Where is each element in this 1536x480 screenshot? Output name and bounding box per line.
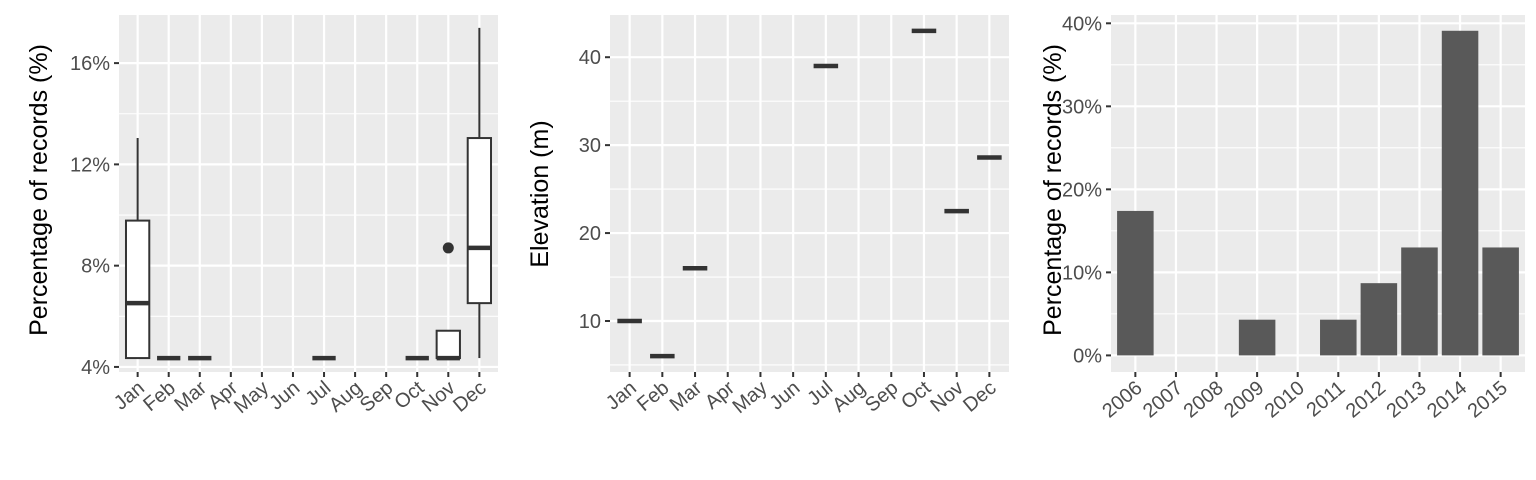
- box-iqr: [124, 219, 151, 360]
- box-jan: [124, 138, 151, 360]
- y-tick-label: 30: [579, 135, 601, 157]
- box-iqr: [435, 329, 461, 360]
- box-dec: [466, 27, 493, 359]
- x-tick-label-jun: Jun: [766, 377, 805, 415]
- outlier-point: [442, 242, 454, 254]
- bar-2015: [1482, 247, 1519, 356]
- box-iqr: [466, 137, 493, 305]
- bar-2012: [1360, 283, 1398, 356]
- x-tick-label-jun: Jun: [265, 377, 304, 415]
- x-tick-label-2014: 2014: [1423, 377, 1471, 422]
- plot-panel-background: [119, 15, 498, 372]
- x-tick-label-2006: 2006: [1098, 377, 1146, 422]
- x-tick-label-2008: 2008: [1180, 377, 1228, 422]
- y-axis-title-elevation: Elevation (m): [526, 120, 554, 267]
- yearly-percentage-bar-chart: 0%10%20%30%40%20062007200820092010201120…: [1039, 13, 1525, 422]
- grid-layer: [119, 15, 498, 372]
- x-tick-label-2013: 2013: [1382, 377, 1430, 422]
- y-tick-label: 10%: [1062, 262, 1102, 284]
- y-tick-label: 12%: [70, 154, 110, 176]
- x-tick-label-oct: Oct: [897, 377, 935, 414]
- bar-2013: [1401, 247, 1438, 356]
- bar-2006: [1117, 210, 1154, 356]
- y-tick-label: 20%: [1062, 179, 1102, 201]
- x-tick-label-2012: 2012: [1342, 377, 1390, 422]
- x-tick-label-2007: 2007: [1139, 377, 1187, 422]
- y-axis-title-percentage-monthly: Percentage of records (%): [25, 44, 53, 336]
- y-tick-label: 8%: [81, 256, 110, 278]
- x-tick-label-2015: 2015: [1464, 377, 1512, 422]
- box-nov: [435, 242, 461, 361]
- x-tick-label-2009: 2009: [1220, 377, 1268, 422]
- y-axis-title-percentage-yearly: Percentage of records (%): [1039, 44, 1067, 336]
- x-tick-label-dec: Dec: [449, 377, 490, 417]
- bar-2014: [1441, 30, 1479, 356]
- bar-2011: [1320, 319, 1357, 356]
- x-tick-label-dec: Dec: [959, 377, 1000, 417]
- x-tick-label-2010: 2010: [1261, 377, 1309, 422]
- grid-layer: [610, 15, 1009, 372]
- y-tick-label: 40: [579, 47, 601, 69]
- bar-2009: [1238, 319, 1276, 356]
- monthly-elevation-boxplot: 10203040JanFebMarAprMayJunJulAugSepOctNo…: [526, 15, 1009, 418]
- y-tick-label: 20: [579, 223, 601, 245]
- y-tick-label: 30%: [1062, 96, 1102, 118]
- x-tick-label-2011: 2011: [1302, 377, 1349, 422]
- y-tick-label: 0%: [1073, 345, 1102, 367]
- plot-panel-background: [610, 15, 1009, 372]
- y-tick-label: 40%: [1062, 13, 1102, 35]
- y-tick-label: 4%: [81, 357, 110, 379]
- y-tick-label: 16%: [70, 53, 110, 75]
- x-tick-label-jan: Jan: [602, 377, 641, 415]
- monthly-percentage-boxplot: 4%8%12%16%JanFebMarAprMayJunJulAugSepOct…: [25, 15, 498, 418]
- y-tick-label: 10: [579, 311, 601, 333]
